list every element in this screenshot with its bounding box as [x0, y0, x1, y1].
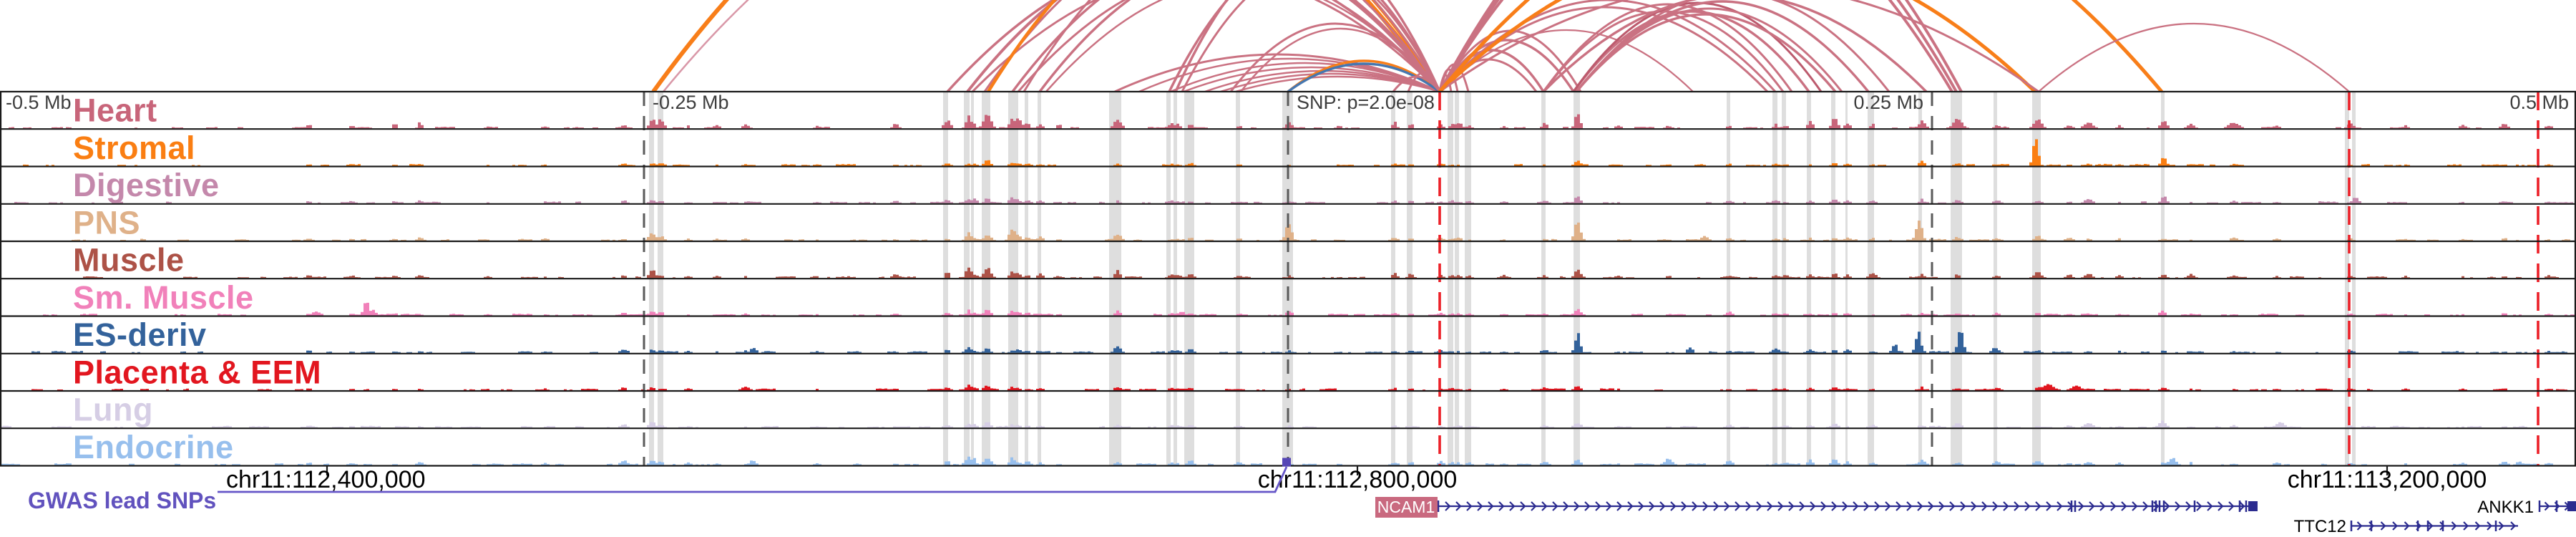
svg-text:NCAM1: NCAM1: [1377, 498, 1435, 516]
svg-text:chr11:112,400,000: chr11:112,400,000: [226, 466, 426, 493]
svg-text:ES-deriv: ES-deriv: [73, 316, 207, 353]
svg-text:GWAS lead SNPs: GWAS lead SNPs: [28, 488, 216, 513]
svg-text:ANKK1: ANKK1: [2477, 498, 2534, 517]
svg-text:Digestive: Digestive: [73, 167, 220, 203]
svg-text:-0.25 Mb: -0.25 Mb: [653, 92, 729, 113]
svg-text:Muscle: Muscle: [73, 242, 185, 279]
svg-text:0.25 Mb: 0.25 Mb: [1853, 92, 1923, 113]
svg-text:-0.5 Mb: -0.5 Mb: [6, 92, 72, 113]
svg-text:TTC12: TTC12: [2294, 517, 2346, 536]
svg-text:PNS: PNS: [73, 204, 140, 241]
svg-text:0.5 Mb: 0.5 Mb: [2509, 92, 2569, 113]
svg-text:Stromal: Stromal: [73, 130, 195, 166]
svg-text:Sm. Muscle: Sm. Muscle: [73, 279, 254, 316]
svg-text:chr11:112,800,000: chr11:112,800,000: [1258, 466, 1458, 493]
svg-text:Lung: Lung: [73, 392, 153, 428]
svg-text:Endocrine: Endocrine: [73, 429, 234, 465]
svg-text:SNP: p=2.0e-08: SNP: p=2.0e-08: [1297, 92, 1435, 113]
svg-text:chr11:113,200,000: chr11:113,200,000: [2288, 466, 2487, 493]
svg-text:Placenta & EEM: Placenta & EEM: [73, 354, 321, 390]
svg-text:Heart: Heart: [73, 92, 157, 129]
